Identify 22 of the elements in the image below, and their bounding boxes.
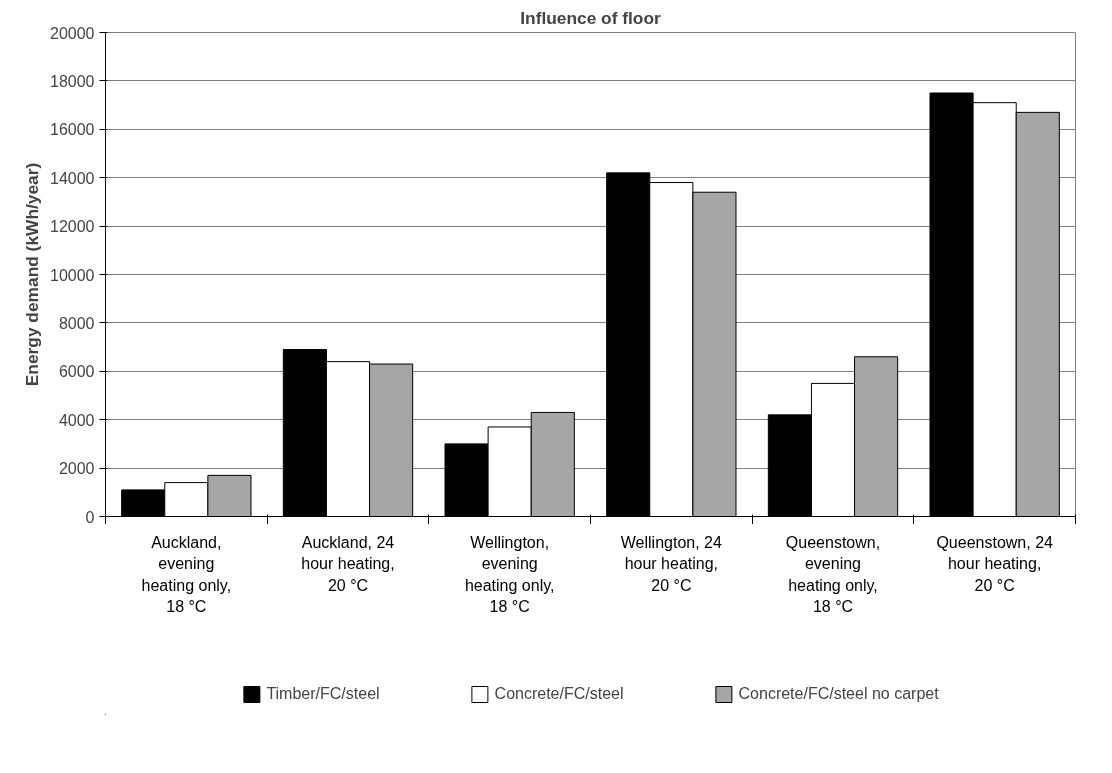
legend-label: Concrete/FC/steel xyxy=(494,685,624,703)
y-tick-label: 12000 xyxy=(50,218,95,236)
y-tick-label: 16000 xyxy=(50,121,95,139)
y-tick-label: 10000 xyxy=(50,266,95,284)
y-tick-label: 6000 xyxy=(58,363,95,381)
x-tick-label: Auckland, 24 hour heating, 20 °C xyxy=(301,534,395,594)
legend-label: Timber/FC/steel xyxy=(266,685,380,703)
y-tick-label: 2000 xyxy=(58,460,95,478)
x-tick-label: Auckland, evening heating only, 18 °C xyxy=(141,534,232,615)
x-tick-label: Queenstown, evening heating only, 18 °C xyxy=(785,534,881,615)
x-tick-label: Wellington, evening heating only, 18 °C xyxy=(464,534,555,615)
y-axis-title: Energy demand (kWh/year) xyxy=(22,162,43,387)
x-tick-label: Queenstown, 24 hour heating, 20 °C xyxy=(936,534,1054,594)
y-tick-label: 14000 xyxy=(50,169,95,187)
x-tick-label: Wellington, 24 hour heating, 20 °C xyxy=(620,534,722,594)
legend-label: Concrete/FC/steel no carpet xyxy=(738,685,939,703)
y-tick-label: 0 xyxy=(85,508,95,526)
y-tick-label: 4000 xyxy=(58,411,95,429)
y-tick-label: 20000 xyxy=(50,24,95,42)
chart-title: Influence of floor xyxy=(520,7,662,28)
y-tick-label: 8000 xyxy=(58,314,95,332)
y-tick-label: 18000 xyxy=(50,72,95,90)
